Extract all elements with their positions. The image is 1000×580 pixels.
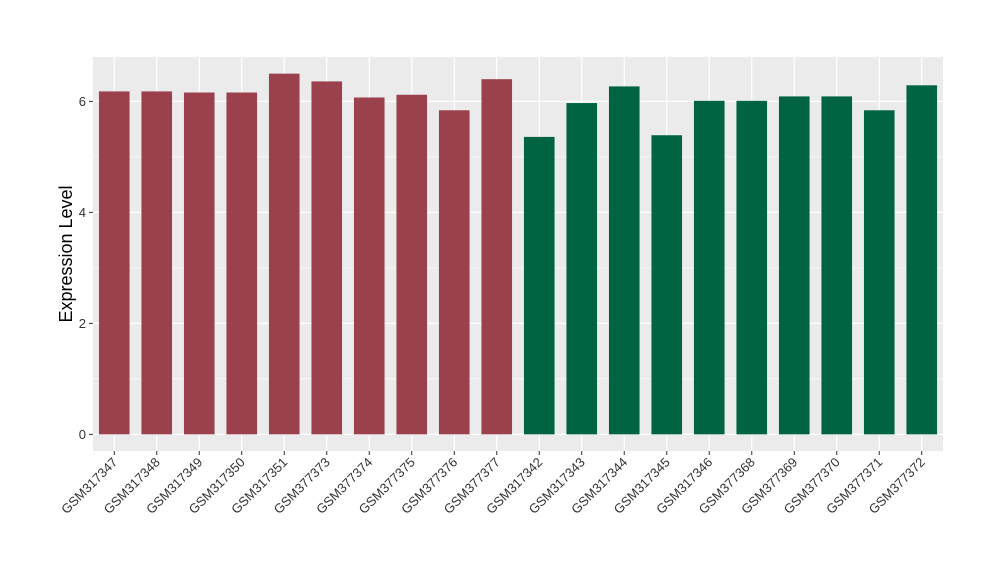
y-tick-label: 2	[79, 316, 86, 331]
x-axis: GSM317347GSM317348GSM317349GSM317350GSM3…	[58, 451, 928, 517]
bar-gsm317350	[226, 92, 258, 435]
y-axis: 0 2 4 6	[79, 94, 93, 442]
bar-gsm377375	[396, 94, 428, 435]
bar-gsm317346	[693, 100, 725, 435]
bar-gsm377368	[736, 100, 768, 435]
y-axis-title: Expression Level	[56, 185, 76, 322]
bar-gsm377376	[438, 110, 470, 435]
bar-gsm377370	[821, 96, 853, 435]
bar-gsm317351	[268, 73, 300, 435]
y-tick-label: 4	[79, 205, 86, 220]
bars	[98, 73, 938, 435]
bar-gsm317347	[98, 91, 130, 435]
bar-gsm317349	[183, 92, 215, 435]
bar-gsm377372	[906, 85, 938, 435]
y-tick-label: 0	[79, 427, 86, 442]
bar-gsm377374	[353, 97, 385, 435]
bar-gsm317348	[141, 91, 173, 435]
y-tick-label: 6	[79, 94, 86, 109]
bar-gsm317343	[566, 103, 598, 435]
bar-gsm377373	[311, 81, 343, 435]
bar-gsm317344	[608, 86, 640, 435]
bar-gsm377371	[863, 110, 895, 435]
plot-panel	[93, 57, 943, 451]
bar-gsm377377	[481, 79, 513, 435]
bar-gsm317342	[523, 136, 555, 435]
bar-gsm377369	[778, 96, 810, 435]
bar-gsm317345	[651, 135, 683, 435]
